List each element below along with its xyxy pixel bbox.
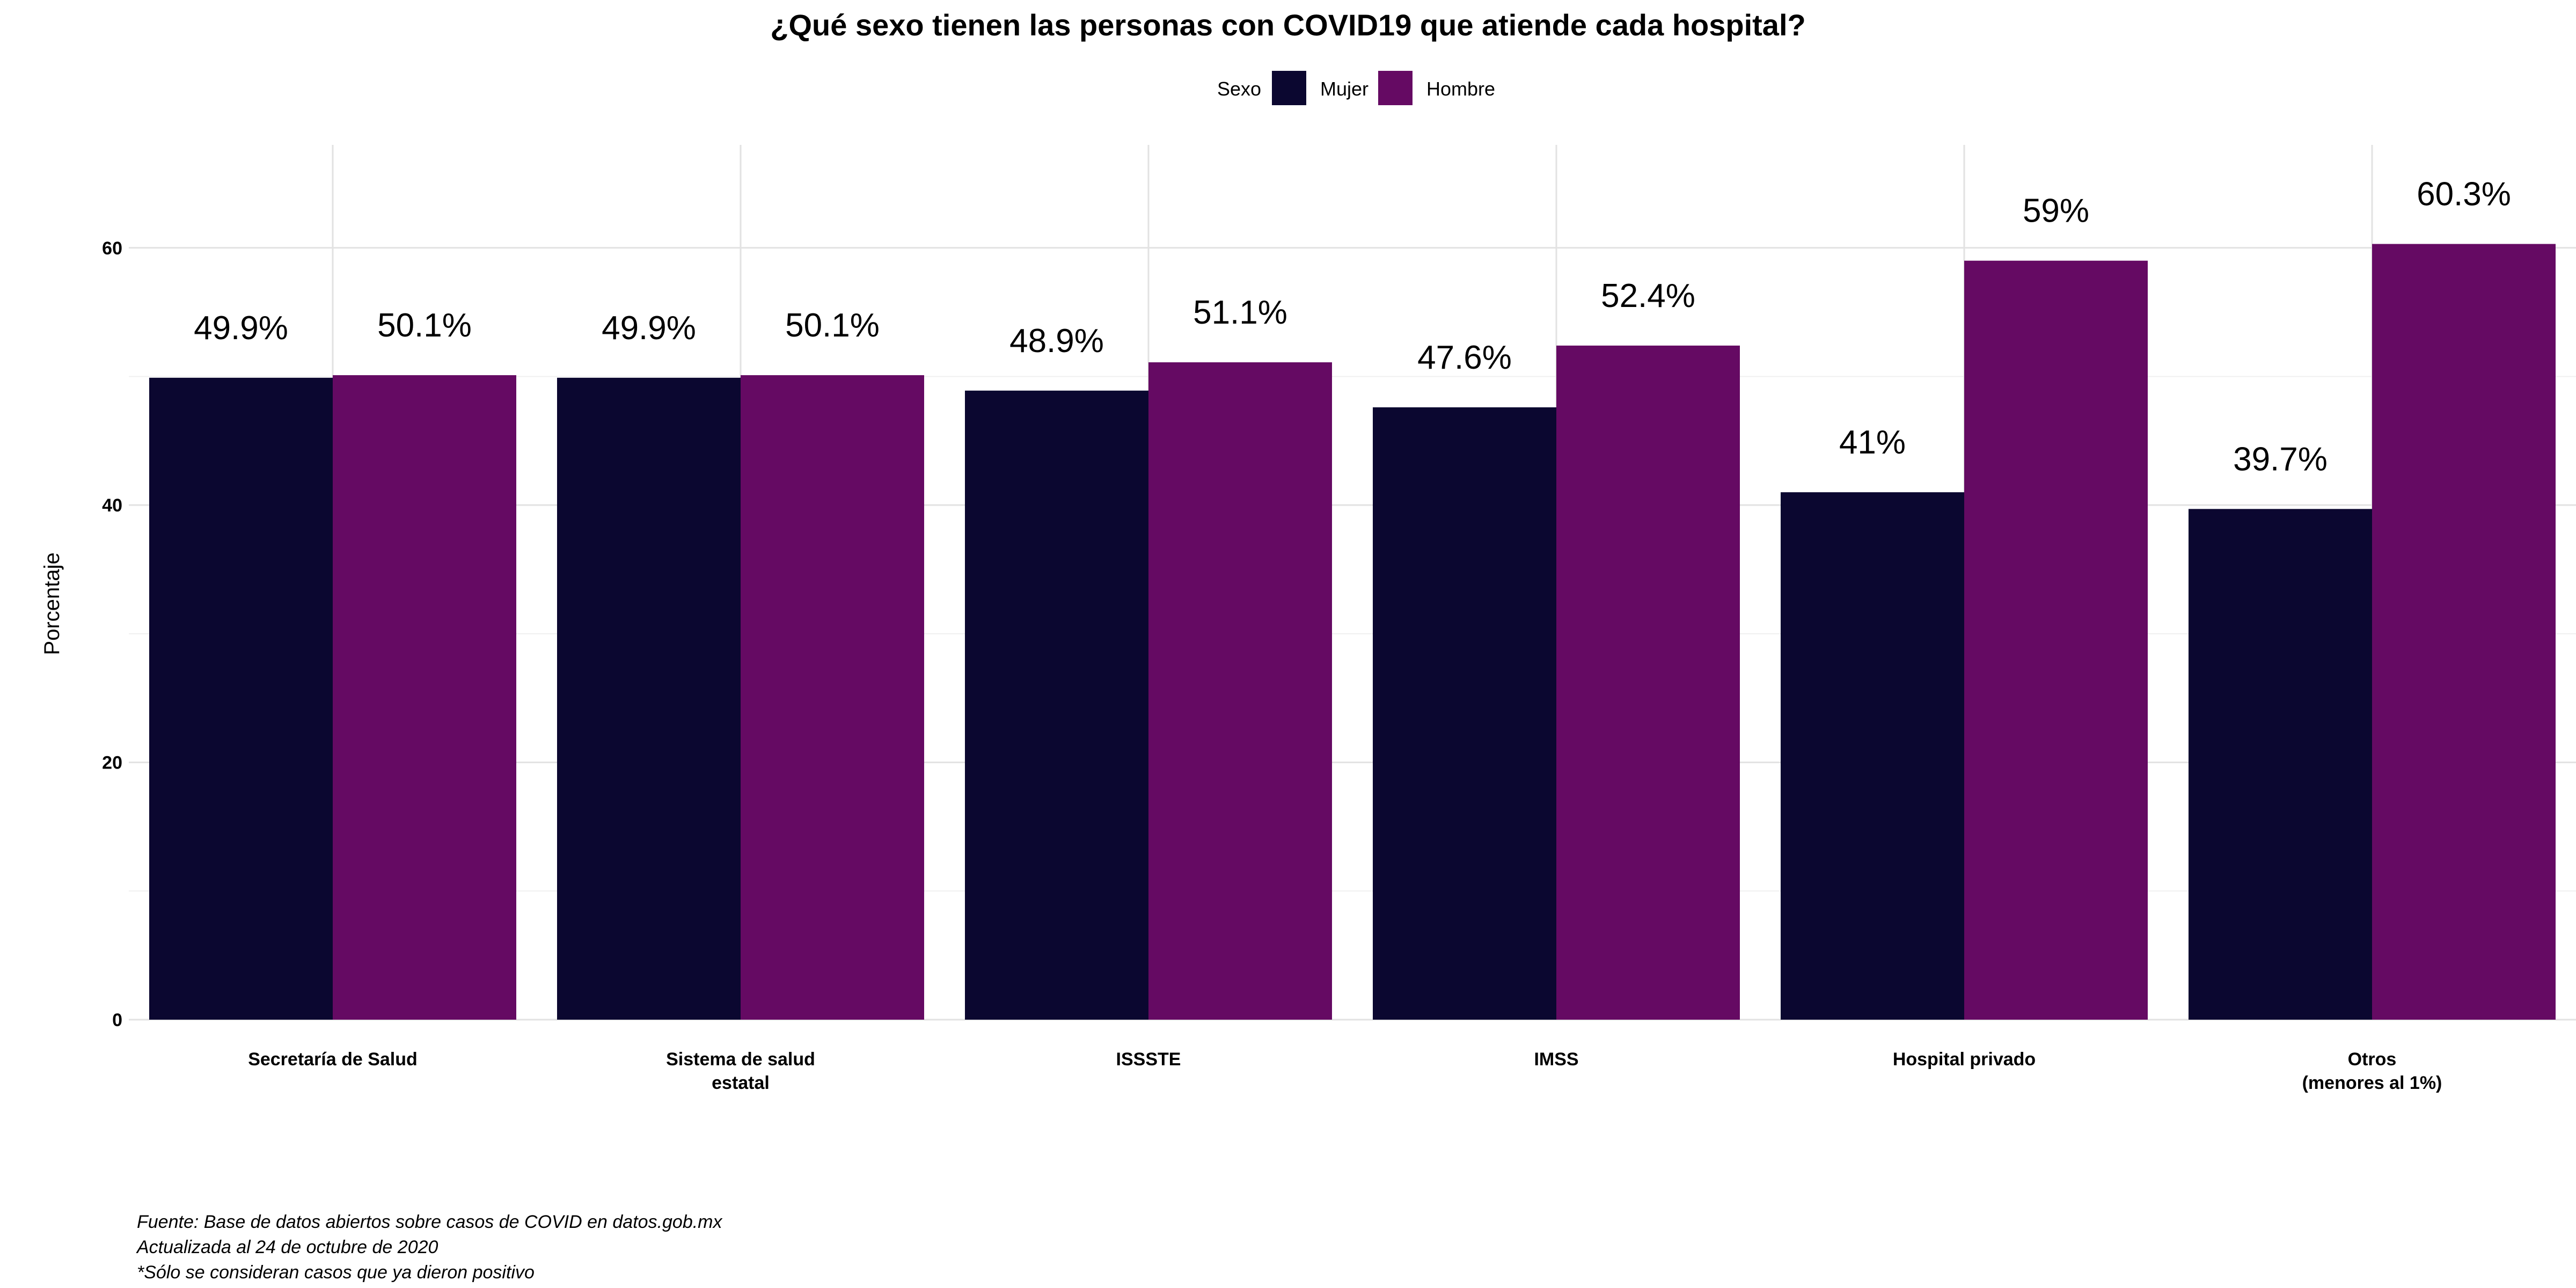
legend-swatch-hombre bbox=[1378, 71, 1413, 105]
bar-mujer-2 bbox=[557, 377, 741, 1020]
data-label-mujer-2: 49.9% bbox=[602, 310, 696, 347]
data-label-hombre-6: 60.3% bbox=[2417, 176, 2511, 213]
y-ticks: 0 20 40 60 bbox=[102, 238, 122, 1030]
caption-line-1: Fuente: Base de datos abiertos sobre cas… bbox=[137, 1212, 723, 1232]
y-tick-label: 60 bbox=[102, 238, 122, 259]
data-label-mujer-4: 47.6% bbox=[1417, 339, 1512, 376]
data-label-hombre-1: 50.1% bbox=[377, 307, 472, 344]
data-label-mujer-5: 41% bbox=[1839, 424, 1906, 461]
bar-mujer-5 bbox=[1781, 492, 1964, 1020]
legend-swatch-mujer bbox=[1272, 71, 1306, 105]
bar-hombre-1 bbox=[333, 375, 516, 1020]
bar-mujer-4 bbox=[1373, 407, 1556, 1020]
y-tick-label: 40 bbox=[102, 495, 122, 516]
caption: Fuente: Base de datos abiertos sobre cas… bbox=[136, 1212, 723, 1283]
data-labels: 49.9% 49.9% 48.9% 47.6% 41% 39.7% 50.1% 50.1% 51… bbox=[194, 176, 2511, 478]
data-label-hombre-2: 50.1% bbox=[785, 307, 880, 344]
bar-hombre-6 bbox=[2372, 244, 2556, 1020]
chart-title: ¿Qué sexo tienen las personas con COVID1… bbox=[770, 8, 1805, 42]
data-label-hombre-4: 52.4% bbox=[1601, 277, 1695, 314]
y-tick-label: 0 bbox=[112, 1010, 122, 1030]
x-tick-label-hospital-privado: Hospital privado bbox=[1893, 1049, 2036, 1070]
x-tick-label-issste: ISSSTE bbox=[1116, 1049, 1181, 1070]
x-tick-label-imss: IMSS bbox=[1534, 1049, 1578, 1070]
y-axis-label: Porcentaje bbox=[40, 552, 64, 655]
x-tick-label-secretaria-de-salud: Secretaría de Salud bbox=[248, 1049, 418, 1070]
caption-line-2: Actualizada al 24 de octubre de 2020 bbox=[136, 1237, 438, 1257]
data-label-hombre-3: 51.1% bbox=[1193, 294, 1287, 331]
x-tick-label-sistema-de-salud: Sistema de salud estatal bbox=[666, 1049, 815, 1093]
legend-label-hombre: Hombre bbox=[1426, 78, 1495, 100]
legend-label-mujer: Mujer bbox=[1320, 78, 1368, 100]
x-ticks: Secretaría de Salud Sistema de salud estat… bbox=[248, 1049, 2442, 1093]
bars bbox=[149, 244, 2556, 1020]
x-tick-label-otros: Otros (menores al 1%) bbox=[2302, 1049, 2442, 1093]
bar-hombre-3 bbox=[1148, 362, 1332, 1020]
bar-mujer-6 bbox=[2189, 509, 2372, 1020]
bar-hombre-4 bbox=[1556, 345, 1740, 1020]
legend: Sexo Mujer Hombre bbox=[1217, 71, 1495, 105]
y-tick-label: 20 bbox=[102, 753, 122, 773]
legend-title: Sexo bbox=[1217, 78, 1261, 100]
data-label-mujer-6: 39.7% bbox=[2233, 441, 2328, 478]
bar-mujer-3 bbox=[965, 390, 1148, 1020]
bar-hombre-2 bbox=[741, 375, 924, 1020]
bar-hombre-5 bbox=[1964, 260, 2148, 1020]
bar-mujer-1 bbox=[149, 377, 333, 1020]
data-label-mujer-3: 48.9% bbox=[1009, 323, 1104, 360]
caption-line-3: *Sólo se consideran casos que ya dieron … bbox=[137, 1262, 535, 1283]
data-label-hombre-5: 59% bbox=[2023, 193, 2089, 230]
data-label-mujer-1: 49.9% bbox=[194, 310, 288, 347]
